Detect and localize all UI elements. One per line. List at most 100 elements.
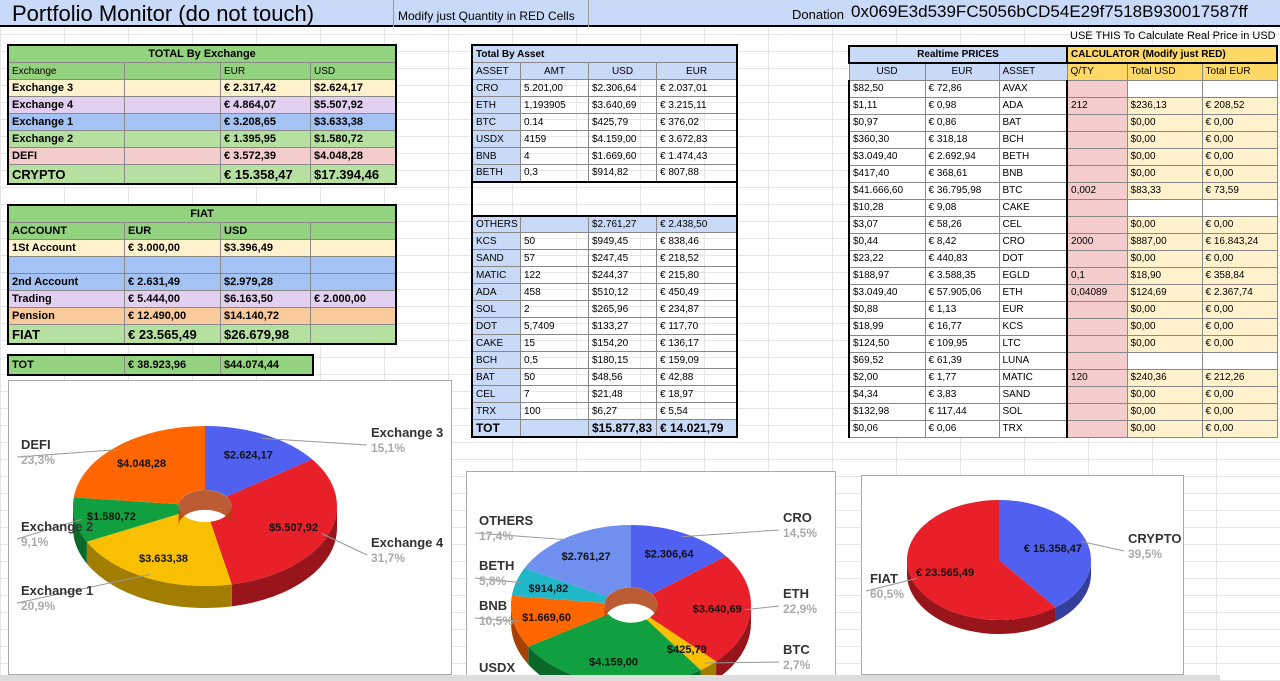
col-header[interactable]: AMT [520,62,589,80]
cell[interactable]: $83,33 [1126,181,1203,200]
cell[interactable]: $0,00 [1126,130,1203,149]
cell[interactable] [1066,317,1128,336]
cell[interactable]: LUNA [998,351,1069,370]
cell[interactable]: € 0,86 [924,113,1000,132]
cell[interactable]: $2.761,27 [588,215,657,233]
pie-slice-fiat[interactable] [907,500,1056,620]
cell[interactable] [1066,130,1128,149]
cell[interactable]: $510,12 [588,283,657,301]
cell[interactable]: € 0,00 [1201,300,1278,319]
cell[interactable]: FIAT [8,324,125,344]
cell[interactable]: $244,37 [588,266,657,284]
cell[interactable]: SOL [472,300,521,318]
cell[interactable] [520,215,589,233]
cell[interactable]: $0,00 [1126,419,1203,438]
cell[interactable] [1066,419,1128,438]
cell[interactable]: $4.048,28 [309,147,397,165]
cell[interactable]: DOT [998,249,1069,268]
cell[interactable]: € 61,39 [924,351,1000,370]
cell[interactable]: $3.396,49 [220,239,311,257]
cell[interactable]: € 0,00 [1201,334,1278,353]
cell[interactable]: $10,28 [848,198,926,217]
cell[interactable]: $6.163,50 [220,290,311,308]
col-header[interactable]: EUR [220,62,311,80]
prices-title[interactable]: Realtime PRICES [847,45,1069,64]
exchange-pie-chart[interactable]: $2.624,17 $5.507,92 $3.633,38 $1.580,72 $4.0… [8,380,452,675]
cell[interactable]: € 16,77 [924,317,1000,336]
cell[interactable]: BAT [998,113,1069,132]
cell[interactable]: € 368,61 [924,164,1000,183]
cell[interactable]: € 0,00 [1201,385,1278,404]
exchange-table-title[interactable]: TOTAL By Exchange [7,45,397,63]
cell[interactable]: EUR [998,300,1069,319]
cell[interactable]: € 450,49 [655,283,738,301]
cell[interactable]: $188,97 [848,266,926,285]
cell[interactable]: $44.074,44 [220,355,313,375]
cell[interactable]: BAT [472,368,521,386]
cell[interactable]: 57 [520,249,589,267]
cell[interactable]: € 18,97 [655,385,738,403]
cell[interactable]: 15 [520,334,589,352]
cell[interactable]: $180,15 [588,351,657,369]
cell[interactable] [1066,249,1128,268]
cell[interactable]: $18,90 [1126,266,1203,285]
cell[interactable]: $0,00 [1126,113,1203,132]
asset-table-title[interactable]: Total By Asset [471,45,738,63]
cell[interactable]: BETH [998,147,1069,166]
cell[interactable] [1066,334,1128,353]
cell[interactable]: $14.140,72 [220,307,311,325]
col-header[interactable]: USD [588,62,657,80]
cell[interactable]: KCS [472,232,521,250]
cell[interactable]: $949,45 [588,232,657,250]
cell[interactable]: 0,3 [520,164,589,182]
pie-slice-usdx[interactable] [528,614,701,681]
cell[interactable]: € 376,02 [655,113,738,131]
cell[interactable]: $4,34 [848,385,926,404]
pie-slice-exchange-4[interactable] [210,459,337,585]
cell[interactable]: $0,06 [848,419,926,438]
cell[interactable]: 120 [1066,368,1128,387]
cell[interactable]: $2.979,28 [220,273,311,291]
crypto-fiat-pie-chart[interactable]: € 15.358,47 € 23.565,49 CRYPTO 39,5% FIAT 60,… [861,475,1184,675]
cell[interactable]: 2 [520,300,589,318]
cell[interactable]: BNB [998,164,1069,183]
cell[interactable]: € 16.843,24 [1201,232,1278,251]
pie-slice-defi[interactable] [73,426,205,505]
cell[interactable]: $425,79 [588,113,657,131]
cell[interactable]: € 1,13 [924,300,1000,319]
cell[interactable]: Exchange 1 [8,113,125,131]
cell[interactable]: $3,07 [848,215,926,234]
cell[interactable]: € 117,70 [655,317,738,335]
cell[interactable]: $26.679,98 [220,324,311,344]
cell[interactable] [1066,198,1128,217]
cell[interactable]: BCH [472,351,521,369]
cell[interactable]: € 14.021,79 [655,419,738,437]
col-header[interactable]: ASSET [472,62,521,80]
cell[interactable]: 5.201,00 [520,79,589,97]
cell[interactable]: € 42,88 [655,368,738,386]
pie-slice-others[interactable] [524,525,631,597]
cell[interactable]: € 3.572,39 [220,147,311,165]
cell[interactable]: $21,48 [588,385,657,403]
cell[interactable]: SAND [472,249,521,267]
cell[interactable]: BNB [472,147,521,165]
cell[interactable]: BCH [998,130,1069,149]
cell[interactable]: $48,56 [588,368,657,386]
cell[interactable]: $2.624,17 [309,79,397,97]
calculator-title[interactable]: CALCULATOR (Modify just RED) [1066,45,1279,64]
cell[interactable]: $2.306,64 [588,79,657,97]
cell[interactable]: CRYPTO [8,164,125,184]
cell[interactable]: $82,50 [848,79,926,98]
cell[interactable]: 0,5 [520,351,589,369]
cell[interactable]: € 0,00 [1201,249,1278,268]
cell[interactable] [1201,198,1278,217]
cell[interactable]: $0,00 [1126,402,1203,421]
cell[interactable]: DEFI [8,147,125,165]
cell[interactable]: $15.877,83 [588,419,657,437]
cell[interactable]: CEL [472,385,521,403]
cell[interactable]: USDX [472,130,521,148]
cell[interactable]: $18,99 [848,317,926,336]
col-header[interactable]: EUR [655,62,738,80]
cell[interactable]: 100 [520,402,589,420]
cell[interactable]: $0,00 [1126,164,1203,183]
